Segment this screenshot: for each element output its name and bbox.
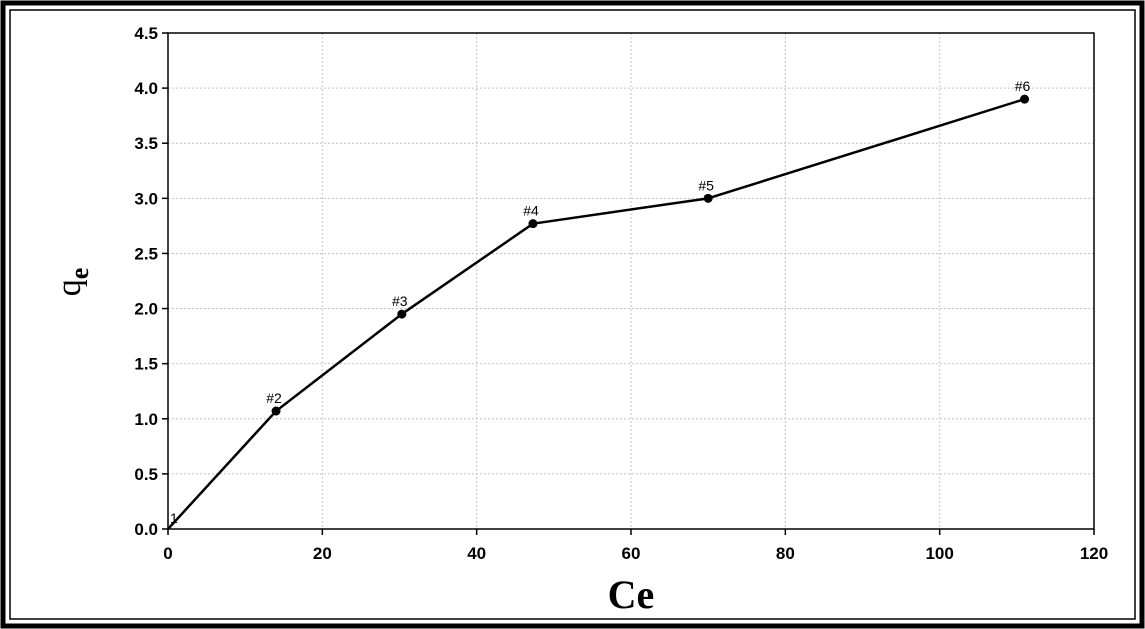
x-tick-label: 40 bbox=[467, 544, 486, 563]
point-label: #6 bbox=[1015, 78, 1031, 94]
y-tick-label: 1.0 bbox=[134, 410, 158, 429]
series-lines bbox=[167, 97, 1025, 530]
y-tick-label: 3.5 bbox=[134, 134, 158, 153]
data-point bbox=[271, 406, 281, 416]
y-tick-label: 1.5 bbox=[134, 355, 158, 374]
inner-frame bbox=[9, 9, 1136, 620]
axis-ticks: 0 20 40 60 80 100 120 0.0 0.5 1.0 1.5 2.0 2.5 3.0 3.5 4… bbox=[134, 24, 1108, 563]
y-tick-label: 0.5 bbox=[134, 465, 158, 484]
point-label: #3 bbox=[392, 293, 408, 309]
grid bbox=[168, 33, 1094, 529]
y-axis-title-main: q bbox=[51, 279, 88, 296]
point-labels: 1 #2 #3 #4 #5 #6 bbox=[170, 78, 1031, 526]
x-tick-label: 100 bbox=[925, 544, 953, 563]
y-tick-label: 3.0 bbox=[134, 189, 158, 208]
y-tick-label: 4.5 bbox=[134, 24, 158, 43]
x-tick-label: 60 bbox=[622, 544, 641, 563]
y-axis-title-subscript: e bbox=[65, 268, 94, 280]
point-label: 1 bbox=[170, 510, 178, 526]
point-label: #2 bbox=[266, 390, 282, 406]
x-tick-label: 120 bbox=[1080, 544, 1108, 563]
y-tick-label: 2.5 bbox=[134, 244, 158, 263]
x-tick-label: 0 bbox=[163, 544, 172, 563]
point-label: #4 bbox=[523, 203, 539, 219]
data-points bbox=[271, 94, 1030, 416]
x-tick-label: 20 bbox=[313, 544, 332, 563]
x-tick-label: 80 bbox=[776, 544, 795, 563]
point-label: #5 bbox=[698, 177, 714, 193]
data-point bbox=[397, 309, 407, 319]
data-point bbox=[1020, 94, 1030, 104]
x-axis-title: Ce bbox=[608, 572, 655, 617]
data-point bbox=[528, 219, 538, 229]
series-line bbox=[167, 97, 1025, 530]
y-tick-label: 2.0 bbox=[134, 300, 158, 319]
y-tick-label: 4.0 bbox=[134, 79, 158, 98]
y-axis-title: qe bbox=[51, 268, 94, 297]
svg-text:qe: qe bbox=[51, 268, 94, 297]
data-point bbox=[703, 193, 713, 203]
y-tick-label: 0.0 bbox=[134, 520, 158, 539]
